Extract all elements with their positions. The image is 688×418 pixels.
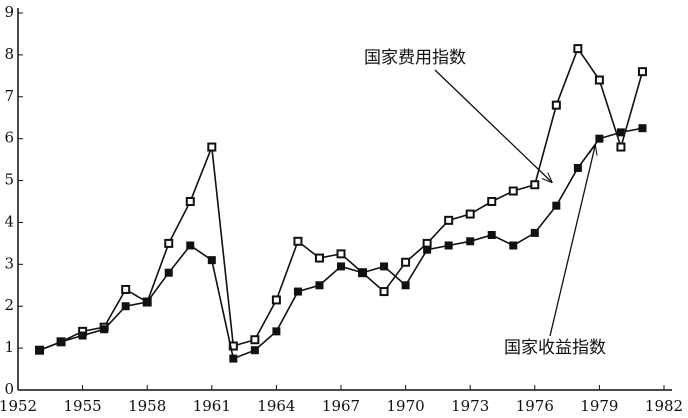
y-tick-label: 4 bbox=[4, 212, 14, 230]
data-point bbox=[271, 295, 281, 305]
data-point bbox=[530, 228, 539, 237]
data-point bbox=[293, 236, 303, 246]
x-tick-label: 1955 bbox=[64, 397, 102, 415]
data-point bbox=[293, 287, 302, 296]
x-tick-label: 1952 bbox=[0, 397, 37, 415]
data-point bbox=[207, 256, 216, 265]
x-tick-label: 1979 bbox=[580, 397, 618, 415]
y-tick-label: 5 bbox=[4, 171, 14, 189]
data-point bbox=[100, 325, 109, 334]
data-point bbox=[509, 241, 518, 250]
data-point bbox=[444, 241, 453, 250]
x-tick-label: 1967 bbox=[322, 397, 360, 415]
data-point bbox=[573, 44, 583, 54]
annotation-arrow bbox=[549, 145, 595, 337]
data-point bbox=[380, 262, 389, 271]
data-point bbox=[423, 245, 432, 254]
annotation: 国家收益指数 bbox=[504, 338, 606, 358]
data-point bbox=[616, 142, 626, 152]
data-point bbox=[379, 287, 389, 297]
data-point bbox=[337, 262, 345, 271]
y-tick-label: 1 bbox=[4, 338, 14, 356]
data-point bbox=[272, 327, 281, 336]
data-point bbox=[530, 180, 540, 190]
data-point bbox=[121, 302, 130, 311]
data-point bbox=[401, 281, 410, 290]
data-point bbox=[315, 281, 324, 290]
data-point bbox=[595, 134, 604, 143]
x-tick-label: 1973 bbox=[451, 397, 489, 415]
y-tick-label: 0 bbox=[4, 380, 14, 398]
y-tick-label: 7 bbox=[4, 87, 14, 105]
y-tick-label: 6 bbox=[4, 129, 14, 147]
data-point bbox=[164, 238, 174, 248]
y-tick-label: 8 bbox=[4, 45, 14, 63]
data-point bbox=[186, 241, 195, 250]
data-point bbox=[638, 124, 647, 133]
data-point bbox=[466, 237, 475, 246]
data-point bbox=[616, 128, 625, 137]
data-point bbox=[250, 335, 260, 345]
x-tick-label: 1976 bbox=[516, 397, 554, 415]
annotation-arrow bbox=[434, 69, 552, 183]
y-tick-label: 3 bbox=[4, 254, 14, 272]
x-tick-label: 1982 bbox=[645, 397, 683, 415]
data-point bbox=[573, 163, 582, 172]
data-point bbox=[637, 67, 647, 77]
data-point bbox=[336, 249, 346, 259]
data-point bbox=[551, 100, 561, 110]
data-point bbox=[444, 215, 454, 225]
data-point bbox=[57, 337, 66, 346]
data-point bbox=[487, 231, 496, 240]
data-point bbox=[508, 186, 518, 196]
data-point bbox=[35, 346, 44, 355]
data-point bbox=[594, 75, 604, 85]
data-point bbox=[229, 354, 238, 363]
data-point bbox=[465, 209, 475, 219]
annotation: 国家费用指数 bbox=[364, 48, 466, 68]
y-tick-label: 2 bbox=[4, 296, 14, 314]
data-point bbox=[185, 197, 195, 206]
data-point bbox=[401, 257, 411, 267]
data-point bbox=[250, 346, 259, 355]
data-point bbox=[207, 142, 217, 152]
series-line bbox=[39, 127, 643, 360]
x-tick-label: 1970 bbox=[387, 397, 425, 415]
y-tick-label: 9 bbox=[4, 3, 14, 21]
data-point bbox=[358, 268, 367, 277]
x-tick-label: 1961 bbox=[193, 397, 231, 415]
data-point bbox=[487, 197, 497, 206]
data-point bbox=[143, 298, 152, 307]
x-tick-label: 1964 bbox=[257, 397, 295, 415]
x-tick-label: 1958 bbox=[128, 397, 166, 415]
data-point bbox=[78, 331, 87, 340]
data-point bbox=[164, 268, 173, 277]
data-point bbox=[314, 253, 324, 263]
data-point bbox=[121, 284, 131, 294]
data-point bbox=[552, 201, 561, 210]
